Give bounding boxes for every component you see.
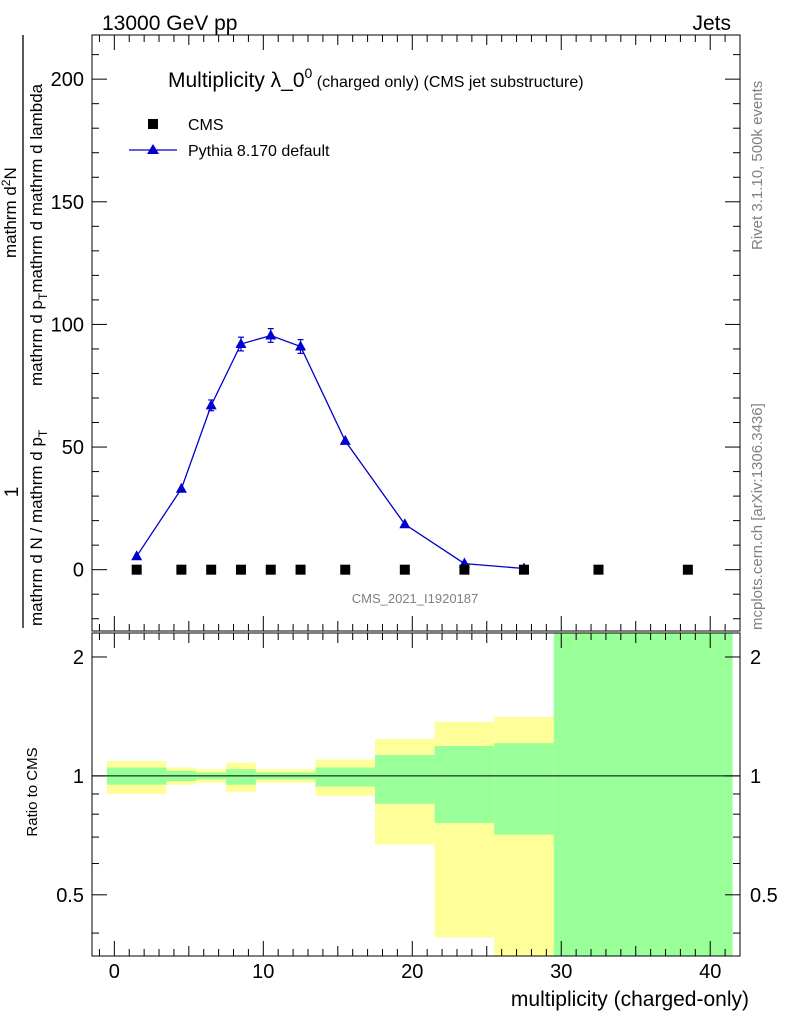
pythia-point (339, 434, 351, 445)
ylabel-mid-sub: T (36, 292, 50, 300)
ratio-ytick-label-right: 1 (750, 766, 761, 788)
ratio-xtick-label: 10 (252, 961, 274, 983)
ratio-xtick-label: 30 (550, 961, 572, 983)
pythia-point (399, 518, 411, 529)
pythia-point (205, 399, 217, 410)
legend-cms-marker (148, 119, 158, 129)
series-cms (131, 564, 693, 575)
ratio-xtick-labels: 0 10 20 30 40 (109, 961, 722, 983)
pythia-point (295, 340, 307, 351)
main-ticks (92, 35, 740, 631)
ylabel-one: 1 (2, 487, 23, 498)
header-left: 13000 GeV pp (102, 12, 237, 35)
cms-point (519, 564, 529, 575)
legend-pythia-label: Pythia 8.170 default (188, 143, 330, 160)
ratio-ytick-label-right: 0.5 (750, 885, 778, 907)
ratio-band-stat (226, 769, 256, 785)
rivet-note: Rivet 3.1.10, 500k events (749, 81, 766, 250)
ylabel-num-sup: 2 (0, 179, 13, 186)
ylabel-numerator: mathrm d2N (0, 167, 20, 258)
watermark: CMS_2021_I1920187 (352, 591, 479, 606)
plot-title: Multiplicity λ_00 (charged only) (CMS je… (168, 65, 584, 92)
ratio-ticks (92, 633, 740, 956)
mcplots-note: mcplots.cern.ch [arXiv:1306.3436] (749, 403, 766, 630)
pythia-point (175, 482, 187, 493)
ylabel-mid-a: mathrm d p (27, 300, 46, 386)
pythia-point (235, 338, 247, 349)
ratio-frame (91, 632, 741, 957)
cms-point (340, 564, 351, 575)
ratio-band-stat (434, 746, 495, 823)
cms-point (176, 564, 187, 575)
ratio-ylabel: Ratio to CMS (24, 747, 41, 836)
main-ytick-label: 150 (51, 192, 84, 214)
header-right: Jets (692, 12, 731, 35)
main-frame (91, 34, 741, 632)
main-ytick-label: 50 (62, 437, 84, 459)
legend: CMS Pythia 8.170 default (129, 117, 330, 160)
ylabel-mid: mathrm d pTmathrm d mathrm d lambda (27, 83, 50, 386)
ylabel-num-N: N (1, 167, 20, 179)
ratio-ytick-labels: 0.5 0.5 1 1 2 2 (56, 647, 778, 907)
pythia-point (265, 329, 277, 340)
legend-cms-label: CMS (188, 117, 224, 134)
plot-title-main: Multiplicity λ_0 (168, 69, 305, 92)
cms-point (593, 564, 604, 575)
cms-point (131, 564, 142, 575)
pythia-line (136, 334, 525, 570)
ratio-ytick-label: 1 (73, 766, 84, 788)
ratio-xtick-label: 20 (401, 961, 423, 983)
ratio-ytick-label: 2 (73, 647, 84, 669)
ratio-ytick-label-right: 2 (750, 647, 761, 669)
cms-point (235, 564, 246, 575)
main-ytick-label: 200 (51, 69, 84, 91)
main-ytick-labels: 0 50 100 150 200 (51, 69, 84, 582)
cms-point (265, 564, 276, 575)
main-ytick-label: 0 (73, 560, 84, 582)
plot-title-sup: 0 (305, 65, 313, 81)
ratio-xtick-label: 0 (109, 961, 120, 983)
ratio-ytick-label: 0.5 (56, 885, 84, 907)
plot-title-tail: (charged only) (CMS jet substructure) (312, 74, 583, 91)
ratio-xtick-label: 40 (699, 961, 721, 983)
main-plot: 0 50 100 150 200 CMS_2021_I1920187 Multiplic… (51, 34, 741, 632)
cms-point (206, 564, 217, 575)
x-axis-label: multiplicity (charged-only) (511, 988, 749, 1011)
ylabel-mid-lambda: mathrm d lambda (27, 83, 46, 221)
ylabel-den-sub: T (36, 429, 50, 437)
ratio-band-stat (494, 743, 554, 835)
cms-point (459, 564, 470, 575)
ylabel-mid-b: mathrm d (27, 221, 46, 293)
ratio-bands (106, 633, 733, 956)
ylabel-den-a: mathrm d N / mathrm d p (27, 437, 46, 626)
ylabel-denominator: mathrm d N / mathrm d pT (27, 429, 50, 626)
cms-point (399, 564, 410, 575)
cms-point (295, 564, 306, 575)
ratio-band-stat (315, 767, 376, 787)
pythia-point (131, 550, 143, 561)
ylabel-num-d: mathrm d (1, 186, 20, 258)
main-ytick-label: 100 (51, 314, 84, 336)
legend-pythia-marker (147, 144, 159, 154)
main-ylabel: 1 mathrm d N / mathrm d pT mathrm d pTma… (0, 35, 50, 628)
ratio-band-stat (375, 754, 435, 804)
ratio-plot: 0.5 0.5 1 1 2 2 0 10 20 30 40 Ratio to CMS multip… (24, 632, 778, 1011)
ratio-band-stat (553, 633, 733, 956)
series-pythia (131, 327, 530, 573)
cms-point (682, 564, 693, 575)
